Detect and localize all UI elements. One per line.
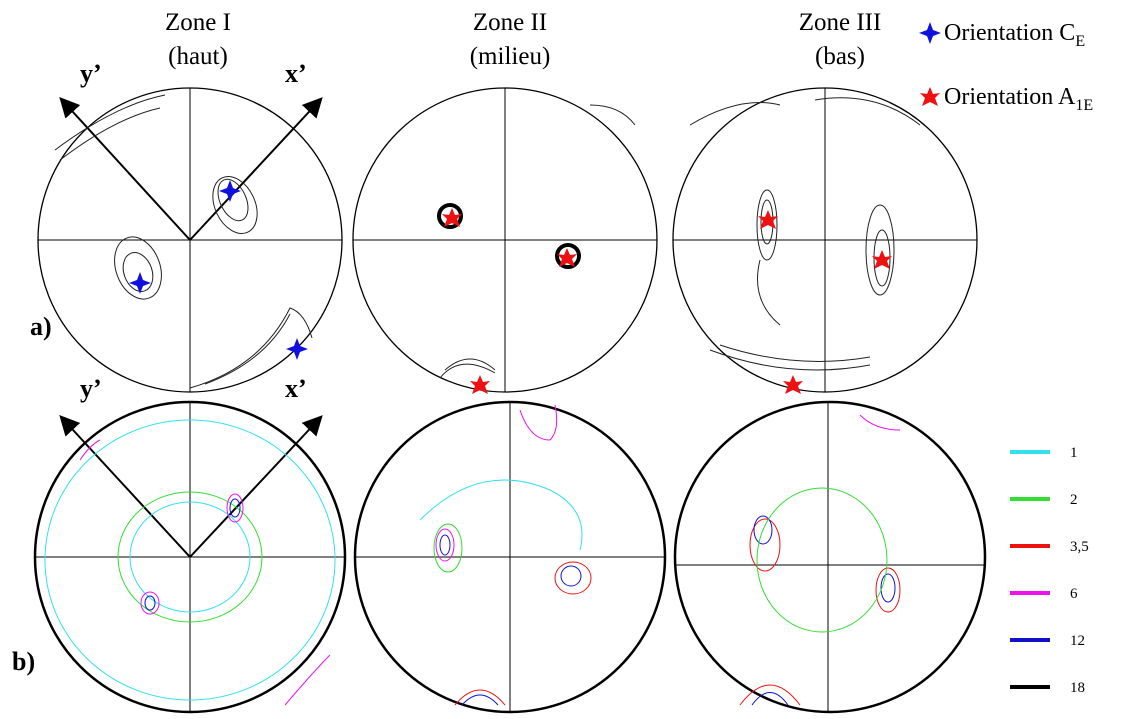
legend-subscript: E <box>1075 33 1085 50</box>
legend-label: 18 <box>1070 680 1085 696</box>
axis-label: x’ <box>285 59 307 88</box>
star-icon <box>919 22 941 44</box>
panel-label: a) <box>30 312 52 341</box>
legend-label: Orientation CE <box>944 20 1085 50</box>
zone-subtitle: (milieu) <box>470 43 551 70</box>
zone-title: Zone I <box>165 9 231 36</box>
pole-figure <box>673 400 987 714</box>
pole-figure <box>672 87 978 394</box>
legend-subscript: 1E <box>1075 97 1093 114</box>
zone-title: Zone II <box>473 9 547 36</box>
zone-subtitle: (haut) <box>168 43 228 70</box>
pole-figure <box>352 87 658 394</box>
star-icon <box>920 87 940 106</box>
legend-label: 3,5 <box>1070 539 1089 555</box>
axis-label: y’ <box>80 374 102 403</box>
panel-label: b) <box>12 647 35 676</box>
legend-label: 12 <box>1070 633 1085 649</box>
legend-label: 6 <box>1070 586 1078 602</box>
legend-label: 1 <box>1070 445 1078 461</box>
legend-text: Orientation A <box>944 84 1076 110</box>
zone-subtitle: (bas) <box>815 43 865 70</box>
legend-text: Orientation C <box>944 20 1075 46</box>
axis-label: x’ <box>285 374 307 403</box>
pole-figure <box>33 400 347 714</box>
legend-label: 2 <box>1070 492 1078 508</box>
axis-label: y’ <box>80 59 102 88</box>
pole-figure <box>37 87 343 393</box>
pole-figure <box>353 400 667 714</box>
zone-title: Zone III <box>799 9 882 36</box>
legend-label: Orientation A1E <box>944 84 1093 114</box>
